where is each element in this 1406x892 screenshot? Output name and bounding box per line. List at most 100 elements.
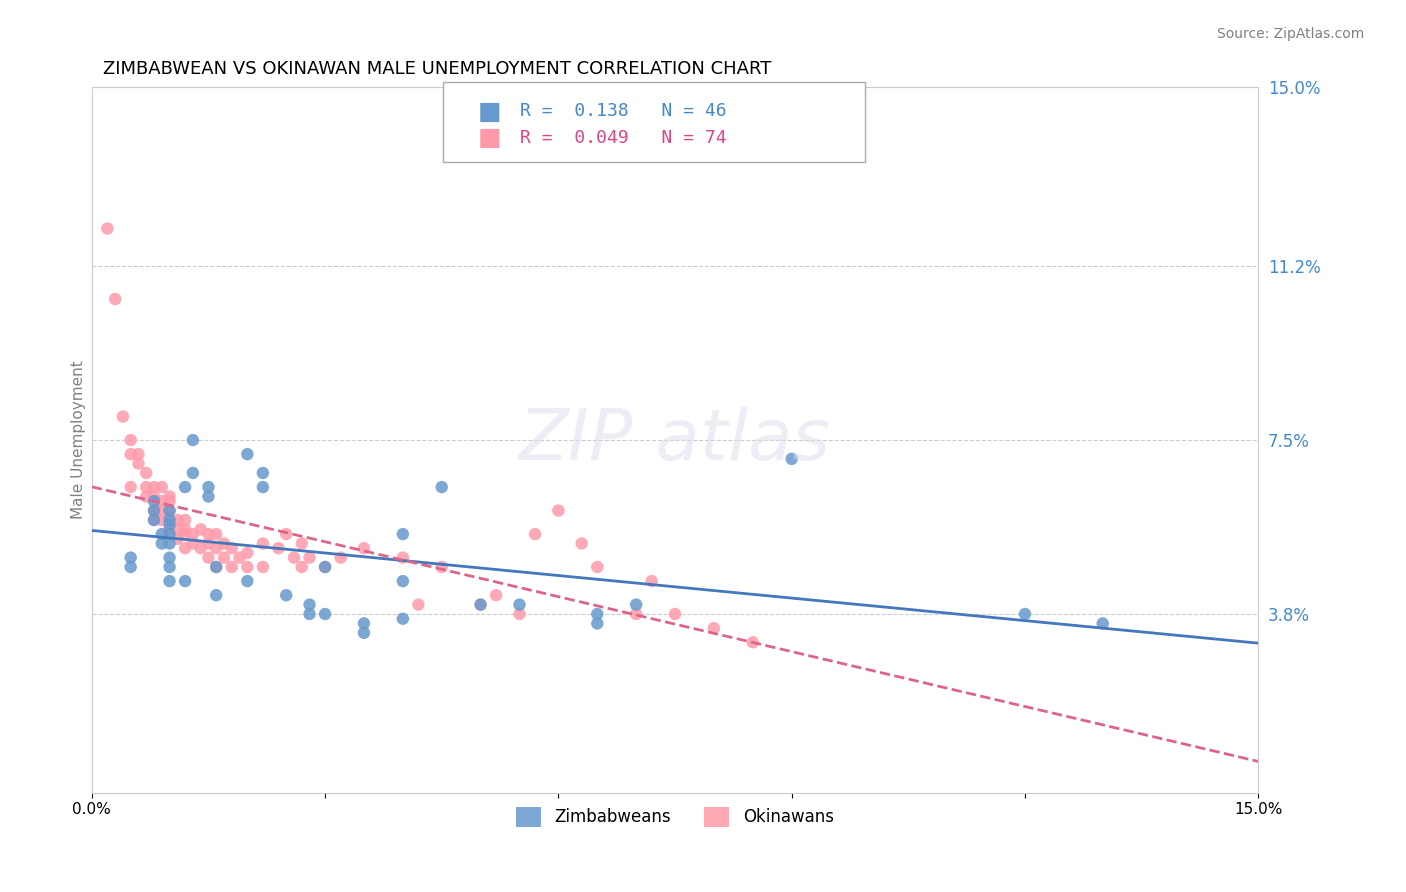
- Text: ZIP atlas: ZIP atlas: [519, 406, 831, 475]
- Point: [392, 612, 415, 626]
- Point: [174, 527, 197, 541]
- Point: [135, 490, 157, 504]
- Point: [205, 588, 228, 602]
- Point: [291, 536, 314, 550]
- Point: [276, 527, 298, 541]
- Point: [252, 480, 274, 494]
- Point: [228, 550, 250, 565]
- Point: [267, 541, 290, 556]
- Point: [174, 541, 197, 556]
- Point: [159, 494, 181, 508]
- Point: [205, 527, 228, 541]
- Point: [252, 560, 274, 574]
- Point: [159, 574, 181, 588]
- Point: [120, 447, 142, 461]
- Text: ■: ■: [478, 100, 502, 123]
- Point: [205, 541, 228, 556]
- Point: [120, 480, 142, 494]
- Text: ■: ■: [478, 127, 502, 150]
- Point: [159, 503, 181, 517]
- Point: [143, 513, 166, 527]
- Point: [392, 574, 415, 588]
- Point: [159, 522, 181, 536]
- Point: [205, 560, 228, 574]
- Point: [353, 625, 375, 640]
- Point: [314, 560, 336, 574]
- Point: [197, 480, 219, 494]
- Point: [135, 466, 157, 480]
- Point: [127, 457, 149, 471]
- Point: [485, 588, 508, 602]
- Point: [104, 292, 127, 306]
- Point: [236, 447, 259, 461]
- Point: [197, 527, 219, 541]
- Point: [298, 550, 321, 565]
- Point: [1091, 616, 1114, 631]
- Point: [181, 527, 204, 541]
- Point: [150, 513, 173, 527]
- Point: [508, 598, 530, 612]
- Point: [205, 560, 228, 574]
- Point: [159, 513, 181, 527]
- Point: [524, 527, 547, 541]
- Point: [143, 513, 166, 527]
- Point: [159, 536, 181, 550]
- Text: R =  0.138   N = 46: R = 0.138 N = 46: [520, 103, 727, 120]
- Point: [143, 490, 166, 504]
- Point: [111, 409, 134, 424]
- Point: [174, 513, 197, 527]
- Point: [408, 598, 430, 612]
- Point: [159, 560, 181, 574]
- Point: [470, 598, 492, 612]
- Point: [135, 480, 157, 494]
- Text: ■: ■: [478, 100, 502, 123]
- Point: [283, 550, 305, 565]
- Point: [181, 433, 204, 447]
- Point: [703, 621, 725, 635]
- Point: [159, 503, 181, 517]
- Point: [150, 527, 173, 541]
- Point: [159, 517, 181, 532]
- Point: [221, 560, 243, 574]
- Y-axis label: Male Unemployment: Male Unemployment: [72, 360, 86, 519]
- Point: [392, 550, 415, 565]
- Point: [127, 447, 149, 461]
- Point: [252, 536, 274, 550]
- Point: [314, 560, 336, 574]
- Point: [159, 513, 181, 527]
- Point: [252, 466, 274, 480]
- Point: [212, 536, 235, 550]
- Point: [181, 466, 204, 480]
- Point: [624, 607, 647, 621]
- Point: [641, 574, 664, 588]
- Point: [174, 522, 197, 536]
- Point: [314, 607, 336, 621]
- Point: [150, 536, 173, 550]
- Point: [298, 607, 321, 621]
- Point: [174, 480, 197, 494]
- Point: [197, 550, 219, 565]
- Point: [143, 480, 166, 494]
- Point: [197, 490, 219, 504]
- Point: [298, 598, 321, 612]
- Point: [143, 503, 166, 517]
- Point: [166, 522, 188, 536]
- Point: [353, 541, 375, 556]
- Point: [174, 574, 197, 588]
- Point: [780, 451, 803, 466]
- Point: [197, 536, 219, 550]
- Point: [181, 536, 204, 550]
- Text: ■: ■: [478, 127, 502, 150]
- Point: [143, 494, 166, 508]
- Point: [508, 607, 530, 621]
- Point: [291, 560, 314, 574]
- Point: [120, 550, 142, 565]
- Point: [120, 433, 142, 447]
- Point: [190, 541, 212, 556]
- Point: [120, 560, 142, 574]
- Point: [430, 480, 453, 494]
- Point: [96, 221, 118, 235]
- Point: [664, 607, 686, 621]
- Point: [586, 616, 609, 631]
- Point: [150, 503, 173, 517]
